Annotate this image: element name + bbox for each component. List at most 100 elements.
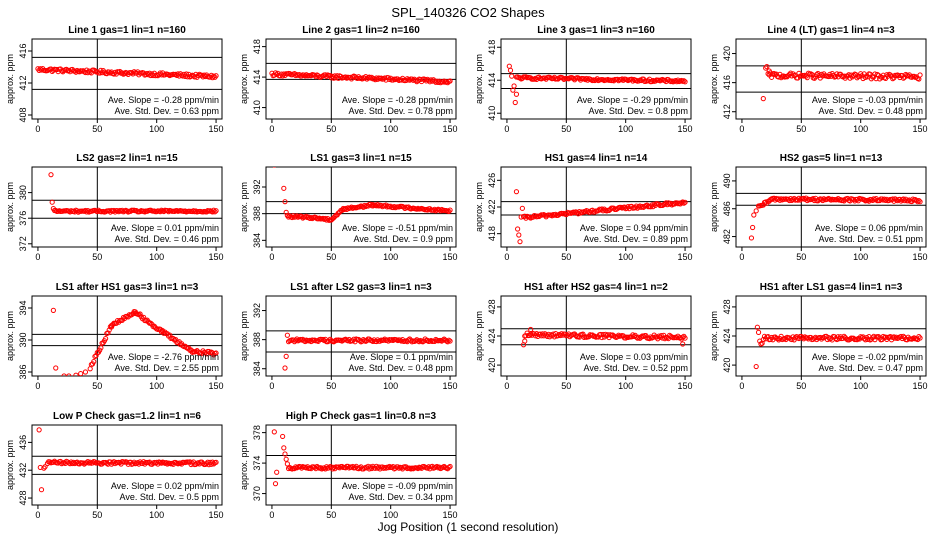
data-point [91,359,97,365]
data-point [443,79,450,85]
x-tick-label: 50 [92,252,102,262]
data-point [283,353,289,359]
data-point [771,70,777,77]
data-point [373,75,380,81]
data-point [766,68,772,74]
panel-7: HS1 gas=4 lin=1 n=14 approx. ppm 0 50 100 150… [474,153,693,262]
slope-annotation: Ave. Slope = 0.03 ppm/min [580,352,688,362]
data-points [520,326,688,348]
x-tick-label: 50 [92,381,102,391]
panels: Line 1 gas=1 lin=1 n=160 approx. ppm 0 50 10… [5,25,928,520]
x-tick-label: 100 [383,252,398,262]
y-tick-label: 422 [487,199,497,214]
panel-title: LS1 gas=3 lin=1 n=15 [310,153,412,164]
data-point [916,198,922,204]
data-point [51,207,58,214]
data-point [274,469,280,475]
data-point [380,337,387,343]
y-tick-label: 372 [18,236,28,251]
x-tick-label: 100 [853,381,868,391]
panel-4: Line 4 (LT) gas=1 lin=4 n=3 approx. ppm 0 5… [709,25,928,134]
data-point [182,208,188,214]
data-point [506,63,512,69]
slope-annotation: Ave. Slope = -0.29 ppm/min [577,95,688,105]
data-point [760,96,766,102]
plot-frame [500,38,692,120]
x-tick-label: 50 [561,124,571,134]
x-tick-label: 50 [796,381,806,391]
data-point [916,334,922,340]
x-tick-label: 100 [618,252,633,262]
data-point [636,204,642,210]
data-point [73,372,79,376]
data-point [320,336,326,343]
data-point [776,337,782,343]
data-point [681,78,687,84]
y-tick-label: 374 [252,456,262,471]
data-point [917,72,923,78]
data-point [302,73,308,79]
plot-frame [31,295,223,377]
x-tick-label: 150 [913,381,928,391]
y-tick-label: 392 [252,179,262,194]
plot-frame [31,38,223,120]
data-point [755,329,762,335]
x-tick-label: 100 [853,124,868,134]
data-point [517,239,523,245]
data-point [390,204,396,211]
x-tick-label: 150 [678,252,693,262]
data-point [285,465,292,472]
data-point [884,196,890,202]
data-point [87,459,93,465]
data-point [38,487,45,493]
data-point [272,167,276,168]
y-tick-label: 380 [18,185,28,200]
data-point [105,330,111,336]
y-tick-label: 378 [252,425,262,440]
data-point [66,373,72,376]
data-point [359,76,365,82]
std-dev-annotation: Ave. Std. Dev. = 0.9 ppm [354,234,453,244]
data-point [856,73,863,79]
data-point [78,371,84,376]
data-point [834,336,840,343]
data-point [213,350,219,356]
data-point [50,307,56,313]
data-point [158,460,165,466]
panel-title: HS1 after HS2 gas=4 lin=1 n=2 [524,282,668,293]
y-tick-label: 424 [722,328,732,343]
data-point [821,196,827,202]
data-point [110,460,116,466]
data-point [129,70,135,76]
data-point [799,334,806,341]
panel-2: Line 2 gas=1 lin=2 n=160 approx. ppm 0 50 10… [239,25,458,134]
data-points [50,307,219,376]
data-point [790,196,796,202]
data-point [615,332,622,338]
data-point [816,197,822,203]
data-point [915,199,921,205]
slope-annotation: Ave. Slope = 0.94 ppm/min [580,223,688,233]
data-point [682,79,688,85]
data-point [430,207,437,213]
std-dev-annotation: Ave. Std. Dev. = 0.34 ppm [349,492,453,502]
data-point [682,199,688,205]
slope-annotation: Ave. Slope = -0.51 ppm/min [342,223,453,233]
data-point [283,209,289,215]
data-point [164,208,170,214]
slope-annotation: Ave. Slope = -0.28 ppm/min [342,95,453,105]
data-point [82,369,89,375]
std-dev-annotation: Ave. Std. Dev. = 0.51 ppm [819,234,923,244]
data-point [361,202,368,209]
data-point [117,459,123,466]
x-tick-label: 100 [853,252,868,262]
data-point [887,72,893,78]
data-point [900,75,907,81]
data-point [528,326,534,333]
data-point [195,460,201,466]
data-point [598,331,604,338]
panel-1: Line 1 gas=1 lin=1 n=160 approx. ppm 0 50 10… [5,25,224,134]
data-point [293,337,299,343]
data-point [593,77,599,83]
